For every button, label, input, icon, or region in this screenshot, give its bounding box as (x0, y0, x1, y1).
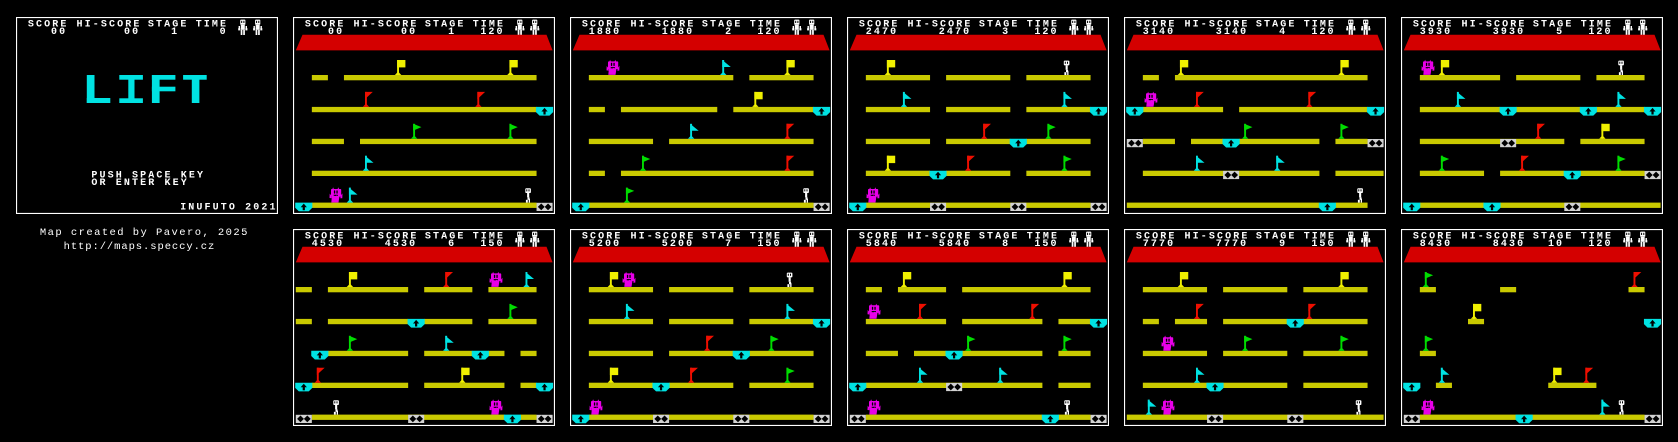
svg-text:TIME: TIME (473, 20, 505, 31)
svg-text:TIME: TIME (1581, 20, 1613, 31)
svg-text:STAGE: STAGE (979, 20, 1020, 31)
svg-text:4: 4 (1279, 27, 1287, 38)
svg-text:1: 1 (171, 27, 179, 38)
svg-text:STAGE: STAGE (1533, 20, 1574, 31)
svg-text:TIME: TIME (1027, 20, 1059, 31)
svg-text:120: 120 (1588, 239, 1612, 250)
svg-text:5840: 5840 (939, 239, 971, 250)
svg-text:Map created by Pavero, 2025: Map created by Pavero, 2025 (40, 227, 249, 239)
svg-text:INUFUTO 2021: INUFUTO 2021 (180, 202, 277, 213)
svg-text:10: 10 (1548, 239, 1564, 250)
svg-text:00: 00 (401, 27, 417, 38)
svg-text:150: 150 (1311, 239, 1335, 250)
svg-text:5: 5 (1556, 27, 1564, 38)
svg-text:5840: 5840 (866, 239, 898, 250)
svg-text:1880: 1880 (589, 27, 621, 38)
svg-text:PUSH SPACE KEY: PUSH SPACE KEY (91, 171, 205, 182)
svg-text:SCORE: SCORE (1136, 20, 1177, 31)
svg-text:7: 7 (725, 239, 733, 250)
svg-text:SCORE: SCORE (28, 20, 69, 31)
svg-text:3140: 3140 (1143, 27, 1175, 38)
svg-text:150: 150 (480, 239, 504, 250)
svg-text:3140: 3140 (1216, 27, 1248, 38)
svg-text:HI-SCORE: HI-SCORE (1185, 20, 1250, 31)
svg-text:3930: 3930 (1420, 27, 1452, 38)
svg-text:6: 6 (448, 239, 456, 250)
svg-text:120: 120 (757, 27, 781, 38)
svg-text:7770: 7770 (1216, 239, 1248, 250)
svg-text:0: 0 (220, 27, 228, 38)
svg-text:TIME: TIME (1027, 232, 1059, 243)
svg-text:8430: 8430 (1493, 239, 1525, 250)
svg-text:5200: 5200 (589, 239, 621, 250)
svg-text:8: 8 (1002, 239, 1010, 250)
svg-text:2: 2 (725, 27, 733, 38)
svg-text:7770: 7770 (1143, 239, 1175, 250)
svg-text:HI-SCORE: HI-SCORE (77, 20, 142, 31)
svg-text:5200: 5200 (662, 239, 694, 250)
svg-text:http://maps.speccy.cz: http://maps.speccy.cz (64, 241, 216, 253)
svg-text:120: 120 (480, 27, 504, 38)
svg-text:1880: 1880 (662, 27, 694, 38)
svg-text:STAGE: STAGE (148, 20, 189, 31)
svg-text:TIME: TIME (1581, 232, 1613, 243)
svg-text:SCORE: SCORE (1413, 20, 1454, 31)
svg-text:OR ENTER KEY: OR ENTER KEY (91, 178, 188, 189)
svg-text:2470: 2470 (939, 27, 971, 38)
svg-text:HI-SCORE: HI-SCORE (1462, 232, 1527, 243)
svg-text:9: 9 (1279, 239, 1287, 250)
svg-text:150: 150 (1034, 239, 1058, 250)
svg-text:SCORE: SCORE (859, 232, 900, 243)
svg-text:120: 120 (1588, 27, 1612, 38)
svg-text:STAGE: STAGE (425, 20, 466, 31)
svg-text:STAGE: STAGE (1533, 232, 1574, 243)
svg-text:4530: 4530 (385, 239, 417, 250)
svg-text:HI-SCORE: HI-SCORE (908, 20, 973, 31)
svg-text:120: 120 (1311, 27, 1335, 38)
svg-text:HI-SCORE: HI-SCORE (1462, 20, 1527, 31)
svg-text:HI-SCORE: HI-SCORE (354, 232, 419, 243)
svg-text:STAGE: STAGE (979, 232, 1020, 243)
svg-text:HI-SCORE: HI-SCORE (631, 232, 696, 243)
svg-text:150: 150 (757, 239, 781, 250)
svg-text:STAGE: STAGE (1256, 232, 1297, 243)
svg-text:HI-SCORE: HI-SCORE (631, 20, 696, 31)
svg-text:TIME: TIME (1304, 20, 1336, 31)
svg-text:8430: 8430 (1420, 239, 1452, 250)
svg-text:2470: 2470 (866, 27, 898, 38)
svg-text:SCORE: SCORE (582, 232, 623, 243)
svg-text:SCORE: SCORE (1136, 232, 1177, 243)
svg-text:3930: 3930 (1493, 27, 1525, 38)
svg-text:TIME: TIME (750, 232, 782, 243)
svg-text:STAGE: STAGE (1256, 20, 1297, 31)
svg-text:HI-SCORE: HI-SCORE (908, 232, 973, 243)
svg-text:SCORE: SCORE (305, 232, 346, 243)
svg-text:TIME: TIME (750, 20, 782, 31)
svg-text:TIME: TIME (196, 20, 228, 31)
svg-text:STAGE: STAGE (702, 232, 743, 243)
svg-text:00: 00 (51, 27, 67, 38)
svg-text:TIME: TIME (473, 232, 505, 243)
svg-text:00: 00 (124, 27, 140, 38)
svg-text:SCORE: SCORE (1413, 232, 1454, 243)
svg-text:00: 00 (328, 27, 344, 38)
svg-text:SCORE: SCORE (582, 20, 623, 31)
svg-text:1: 1 (448, 27, 456, 38)
svg-text:SCORE: SCORE (859, 20, 900, 31)
svg-text:4530: 4530 (312, 239, 344, 250)
svg-text:HI-SCORE: HI-SCORE (354, 20, 419, 31)
svg-text:3: 3 (1002, 27, 1010, 38)
svg-text:120: 120 (1034, 27, 1058, 38)
svg-text:STAGE: STAGE (702, 20, 743, 31)
svg-text:STAGE: STAGE (425, 232, 466, 243)
svg-text:SCORE: SCORE (305, 20, 346, 31)
svg-text:TIME: TIME (1304, 232, 1336, 243)
svg-text:HI-SCORE: HI-SCORE (1185, 232, 1250, 243)
